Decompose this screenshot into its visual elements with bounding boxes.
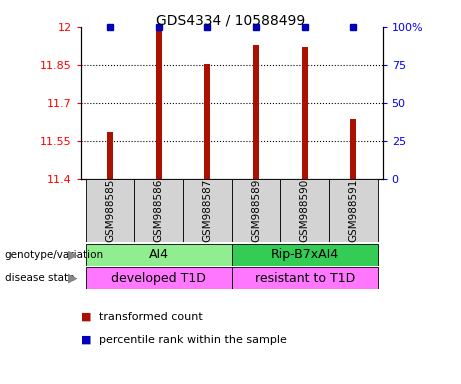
Text: ■: ■ — [81, 312, 91, 322]
Text: ■: ■ — [81, 335, 91, 345]
Text: GSM988586: GSM988586 — [154, 179, 164, 242]
Text: GSM988589: GSM988589 — [251, 179, 261, 242]
Text: AI4: AI4 — [148, 248, 169, 262]
Bar — [107, 132, 113, 179]
Bar — [86, 244, 232, 266]
Text: developed T1D: developed T1D — [111, 271, 206, 285]
Bar — [232, 267, 378, 289]
Bar — [302, 47, 307, 179]
Bar — [253, 45, 259, 179]
Bar — [183, 179, 232, 242]
Bar — [280, 179, 329, 242]
Text: ▶: ▶ — [68, 271, 77, 285]
Text: genotype/variation: genotype/variation — [5, 250, 104, 260]
Text: percentile rank within the sample: percentile rank within the sample — [99, 335, 287, 345]
Bar — [156, 28, 161, 179]
Text: GSM988587: GSM988587 — [202, 179, 213, 242]
Bar — [204, 63, 210, 179]
Text: Rip-B7xAI4: Rip-B7xAI4 — [271, 248, 339, 262]
Bar — [350, 119, 356, 179]
Text: GSM988591: GSM988591 — [349, 179, 358, 242]
Text: transformed count: transformed count — [99, 312, 203, 322]
Bar — [86, 179, 134, 242]
Bar — [232, 244, 378, 266]
Text: GSM988590: GSM988590 — [300, 179, 310, 242]
Bar — [86, 267, 232, 289]
Text: GDS4334 / 10588499: GDS4334 / 10588499 — [156, 13, 305, 27]
Bar — [134, 179, 183, 242]
Text: ▶: ▶ — [68, 248, 77, 262]
Text: disease state: disease state — [5, 273, 74, 283]
Bar — [232, 179, 280, 242]
Text: resistant to T1D: resistant to T1D — [254, 271, 355, 285]
Text: GSM988585: GSM988585 — [105, 179, 115, 242]
Bar — [329, 179, 378, 242]
